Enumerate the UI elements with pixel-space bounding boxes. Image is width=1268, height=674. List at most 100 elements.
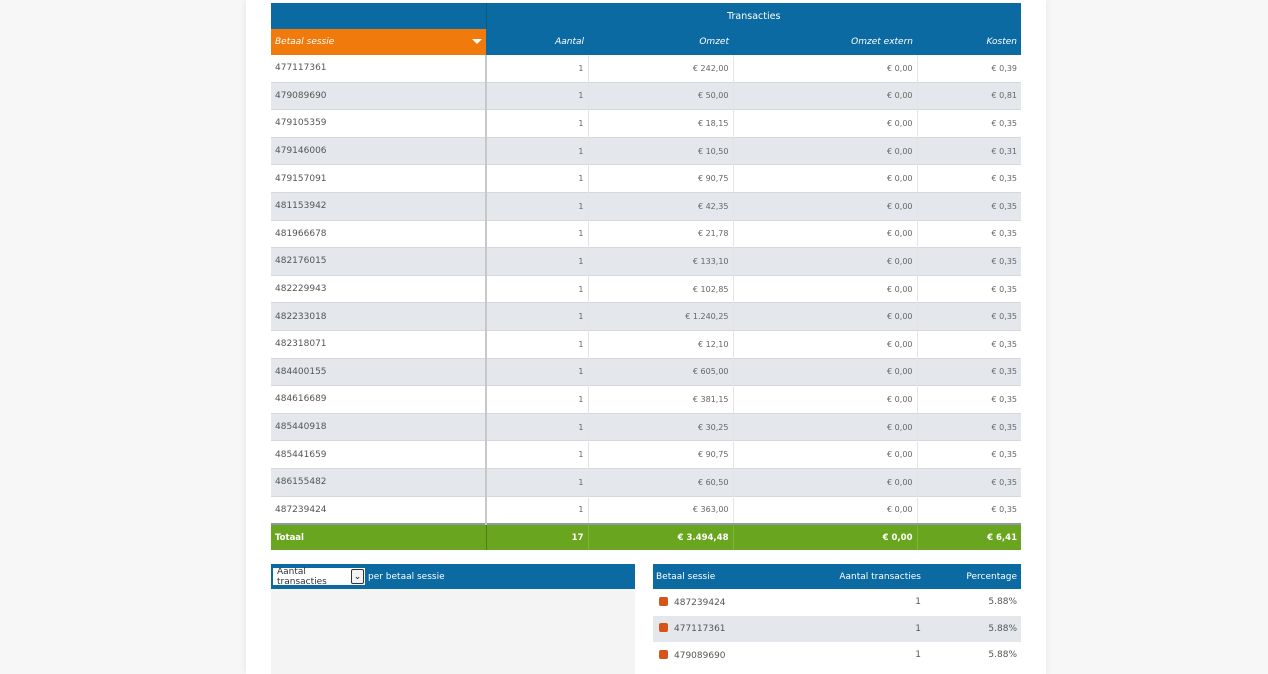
table-row[interactable]: 479157091 1 € 90,75 € 0,00 € 0,35 [271, 164, 1021, 193]
cell-omzet: € 242,00 [588, 55, 734, 83]
table-row[interactable]: 479146006 1 € 10,50 € 0,00 € 0,31 [271, 137, 1021, 165]
cell-omzet-extern: € 0,00 [733, 275, 918, 303]
legend-header-aantal-transacties[interactable]: Aantal transacties [803, 564, 925, 589]
cell-aantal: 1 [486, 468, 589, 496]
cell-omzet-extern: € 0,00 [733, 385, 918, 414]
cell-kosten: € 0,35 [917, 413, 1021, 441]
cell-omzet: € 102,85 [588, 275, 734, 303]
cell-omzet-extern: € 0,00 [733, 55, 918, 83]
legend-cell-aantal: 1 [803, 642, 925, 669]
group-header-spacer [271, 3, 487, 29]
cell-betaal-sessie: 486155482 [271, 468, 487, 496]
cell-betaal-sessie: 479105359 [271, 109, 487, 138]
legend-row[interactable]: 487239424 1 5.88% [653, 589, 1021, 616]
table-row[interactable]: 482176015 1 € 133,10 € 0,00 € 0,35 [271, 247, 1021, 276]
cell-omzet-extern: € 0,00 [733, 82, 918, 110]
cell-aantal: 1 [486, 330, 589, 359]
legend-cell-betaal-sessie: 479089690 [653, 642, 803, 669]
cell-betaal-sessie: 484616689 [271, 385, 487, 414]
total-row: Totaal 17 € 3.494,48 € 0,00 € 6,41 [271, 523, 1021, 551]
cell-omzet-extern: € 0,00 [733, 220, 918, 248]
cell-kosten: € 0,35 [917, 440, 1021, 469]
cell-omzet-extern: € 0,00 [733, 440, 918, 469]
cell-betaal-sessie: 482176015 [271, 247, 487, 276]
table-row[interactable]: 484400155 1 € 605,00 € 0,00 € 0,35 [271, 358, 1021, 386]
cell-omzet: € 18,15 [588, 109, 734, 138]
cell-aantal: 1 [486, 164, 589, 193]
table-row[interactable]: 477117361 1 € 242,00 € 0,00 € 0,39 [271, 55, 1021, 83]
report-page: Transacties Betaal sessie Aantal Omzet O… [246, 0, 1046, 674]
cell-omzet: € 50,00 [588, 82, 734, 110]
table-row[interactable]: 486155482 1 € 60,50 € 0,00 € 0,35 [271, 468, 1021, 496]
column-header-betaal-sessie[interactable]: Betaal sessie [271, 29, 486, 55]
cell-betaal-sessie: 482318071 [271, 330, 487, 359]
cell-omzet: € 12,10 [588, 330, 734, 359]
cell-kosten: € 0,35 [917, 385, 1021, 414]
legend-header-betaal-sessie[interactable]: Betaal sessie [653, 564, 803, 589]
cell-omzet: € 90,75 [588, 164, 734, 193]
cell-omzet-extern: € 0,00 [733, 164, 918, 193]
table-row[interactable]: 481966678 1 € 21,78 € 0,00 € 0,35 [271, 220, 1021, 248]
cell-aantal: 1 [486, 496, 589, 525]
cell-omzet-extern: € 0,00 [733, 330, 918, 359]
chart-header: Aantal transacties ⌄ per betaal sessie [271, 564, 635, 589]
cell-aantal: 1 [486, 220, 589, 248]
legend-swatch [659, 649, 668, 659]
legend-row[interactable]: 477117361 1 5.88% [653, 615, 1021, 642]
table-row[interactable]: 485441659 1 € 90,75 € 0,00 € 0,35 [271, 440, 1021, 469]
table-row[interactable]: 479089690 1 € 50,00 € 0,00 € 0,81 [271, 82, 1021, 110]
cell-aantal: 1 [486, 137, 589, 165]
cell-omzet-extern: € 0,00 [733, 358, 918, 386]
legend-table: Betaal sessie Aantal transacties Percent… [653, 564, 1021, 669]
legend-label: 479089690 [674, 650, 726, 661]
cell-omzet-extern: € 0,00 [733, 247, 918, 276]
chevron-down-icon[interactable]: ⌄ [351, 569, 364, 584]
cell-aantal: 1 [486, 247, 589, 276]
legend-header-row: Betaal sessie Aantal transacties Percent… [653, 564, 1021, 589]
legend-header-percentage[interactable]: Percentage [925, 564, 1021, 589]
cell-kosten: € 0,35 [917, 358, 1021, 386]
cell-omzet: € 90,75 [588, 440, 734, 469]
chart-panel: Aantal transacties ⌄ per betaal sessie [271, 564, 635, 674]
legend-cell-aantal: 1 [803, 589, 925, 616]
table-row[interactable]: 484616689 1 € 381,15 € 0,00 € 0,35 [271, 385, 1021, 414]
cell-omzet-extern: € 0,00 [733, 109, 918, 138]
column-header-omzet-extern[interactable]: Omzet extern [733, 29, 917, 55]
table-row[interactable]: 485440918 1 € 30,25 € 0,00 € 0,35 [271, 413, 1021, 441]
table-row[interactable]: 482233018 1 € 1.240,25 € 0,00 € 0,35 [271, 302, 1021, 331]
cell-kosten: € 0,35 [917, 247, 1021, 276]
cell-betaal-sessie: 482229943 [271, 275, 487, 303]
table-row[interactable]: 487239424 1 € 363,00 € 0,00 € 0,35 [271, 496, 1021, 525]
cell-omzet: € 363,00 [588, 496, 734, 525]
cell-aantal: 1 [486, 55, 589, 83]
cell-kosten: € 0,35 [917, 164, 1021, 193]
legend-cell-aantal: 1 [803, 615, 925, 642]
column-header-aantal[interactable]: Aantal [486, 29, 588, 55]
sort-down-icon[interactable] [472, 39, 482, 44]
cell-omzet-extern: € 0,00 [733, 192, 918, 221]
table-row[interactable]: 481153942 1 € 42,35 € 0,00 € 0,35 [271, 192, 1021, 221]
table-row[interactable]: 482229943 1 € 102,85 € 0,00 € 0,35 [271, 275, 1021, 303]
cell-betaal-sessie: 477117361 [271, 55, 487, 83]
cell-omzet: € 42,35 [588, 192, 734, 221]
cell-omzet: € 133,10 [588, 247, 734, 276]
cell-aantal: 1 [486, 440, 589, 469]
cell-omzet-extern: € 0,00 [733, 302, 918, 331]
cell-betaal-sessie: 481966678 [271, 220, 487, 248]
cell-omzet-extern: € 0,00 [733, 413, 918, 441]
cell-kosten: € 0,35 [917, 192, 1021, 221]
column-header-omzet[interactable]: Omzet [588, 29, 733, 55]
table-row[interactable]: 482318071 1 € 12,10 € 0,00 € 0,35 [271, 330, 1021, 359]
cell-aantal: 1 [486, 109, 589, 138]
group-header-transacties: Transacties [486, 3, 1021, 29]
column-header-kosten[interactable]: Kosten [917, 29, 1021, 55]
cell-aantal: 1 [486, 302, 589, 331]
cell-betaal-sessie: 485440918 [271, 413, 487, 441]
legend-row[interactable]: 479089690 1 5.88% [653, 642, 1021, 669]
cell-omzet: € 1.240,25 [588, 302, 734, 331]
legend-swatch [659, 596, 668, 606]
cell-aantal: 1 [486, 385, 589, 414]
metric-select[interactable]: Aantal transacties ⌄ [273, 567, 365, 587]
table-row[interactable]: 479105359 1 € 18,15 € 0,00 € 0,35 [271, 109, 1021, 138]
cell-kosten: € 0,35 [917, 275, 1021, 303]
